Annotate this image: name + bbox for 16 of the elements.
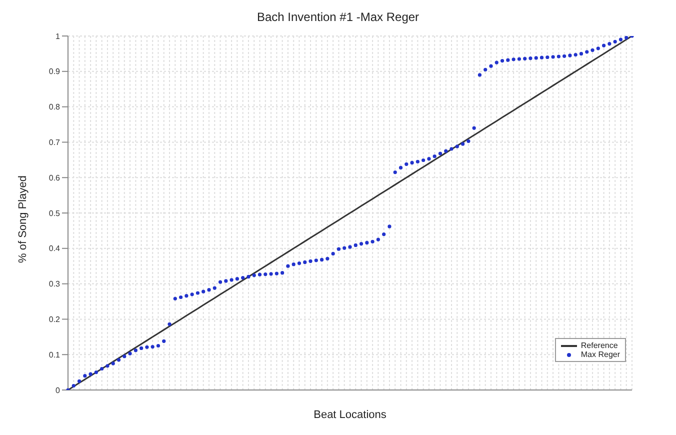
y-tick-label: 0.2	[48, 315, 61, 324]
y-tick-label: 1	[56, 32, 61, 41]
y-tick-label: 0.4	[48, 244, 61, 254]
y-tick-label: 0.3	[48, 280, 61, 289]
legend-label: Reference	[580, 341, 618, 350]
y-tick-label: 0.1	[48, 350, 61, 360]
y-tick-label: 0.7	[48, 138, 61, 148]
y-tick-label: 0.5	[48, 208, 61, 218]
x-axis-title: Beat Locations	[314, 409, 387, 421]
y-tick-label: 0.9	[48, 67, 61, 76]
y-tick-label: 0.6	[48, 173, 61, 182]
y-tick-label: 0.8	[48, 102, 61, 112]
chart-title: Bach Invention #1 -Max Reger	[256, 10, 420, 24]
legend-label: Max Reger	[580, 350, 620, 359]
y-axis-title: % of Song Played	[16, 176, 29, 263]
y-tick-label: 0	[56, 386, 61, 395]
